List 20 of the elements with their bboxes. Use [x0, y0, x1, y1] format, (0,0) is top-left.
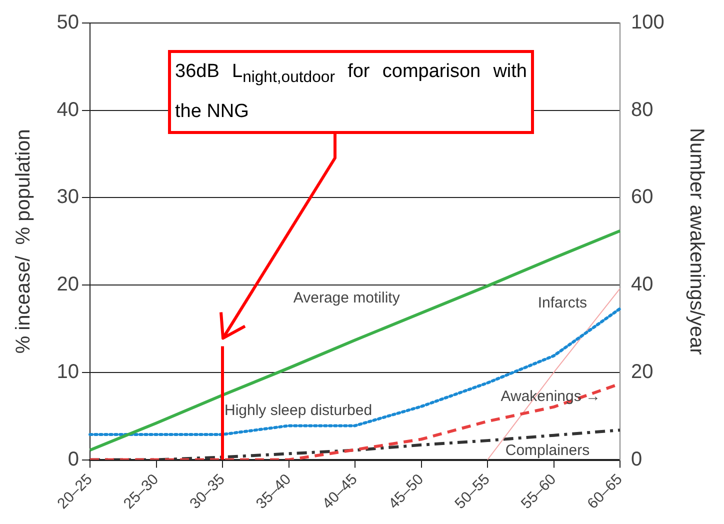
y2-axis-title: Number awakenings/year — [685, 128, 708, 356]
series-label: Complainers — [505, 442, 590, 460]
text: 36dB L$_{night,outdoor}$ for comparison with the NNG — [175, 61, 527, 122]
y-tick-label: 30 — [56, 186, 79, 208]
y2-tick-label: 60 — [631, 186, 654, 208]
series-label: Infarcts — [538, 294, 588, 312]
y2-tick-label: 80 — [631, 98, 654, 121]
y-tick-label: 50 — [56, 12, 79, 34]
y-tick-label: 20 — [56, 274, 79, 296]
y-tick-label: 10 — [56, 360, 79, 383]
series-label: Average motility — [293, 289, 400, 306]
series-label: Awakenings → — [500, 388, 601, 406]
y-tick-label: 0 — [68, 448, 79, 470]
series-label: Highly sleep disturbed — [224, 402, 372, 419]
y-axis-title: % incease/ % population — [12, 129, 35, 354]
y2-tick-label: 0 — [631, 448, 642, 470]
y2-tick-label: 40 — [631, 274, 654, 296]
y2-tick-label: 20 — [631, 360, 654, 383]
y2-tick-label: 100 — [631, 12, 664, 34]
y-tick-label: 40 — [56, 98, 79, 121]
